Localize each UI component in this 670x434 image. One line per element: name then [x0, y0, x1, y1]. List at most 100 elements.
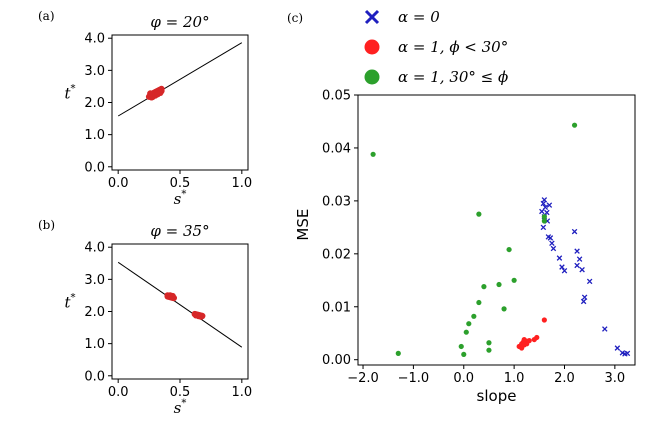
- x-tick-label: 1.0: [231, 385, 252, 400]
- data-point-x: [542, 204, 549, 210]
- data-point-x: [581, 294, 588, 300]
- y-tick-label: 3.0: [84, 273, 105, 288]
- panel-label: (a): [38, 9, 55, 23]
- data-point: [571, 122, 578, 128]
- panel-label: (b): [38, 218, 55, 232]
- panel-label: (c): [287, 11, 303, 25]
- data-point: [370, 151, 376, 157]
- legend-marker: [364, 39, 380, 55]
- plot-frame: [111, 34, 249, 171]
- data-point-x: [544, 209, 550, 216]
- y-tick-label: 0.01: [322, 300, 351, 315]
- y-tick-label: 0.0: [84, 160, 105, 175]
- panel-title: φ = 35°: [150, 222, 209, 240]
- data-point: [519, 345, 525, 351]
- data-point-x: [549, 240, 555, 246]
- y-axis-label: MSE: [294, 209, 312, 241]
- panel-b-plot: 0.0 0.5 1.0 0.0 1.0 2.0 3.0 4.0 φ = 35° s* t* (b): [38, 218, 252, 417]
- x-axis-label: slope: [477, 387, 517, 405]
- data-point: [461, 351, 467, 358]
- data-point: [486, 340, 492, 346]
- data-point-x: [546, 202, 553, 208]
- y-tick-label: 4.0: [84, 32, 105, 47]
- data-point-x: [580, 298, 587, 305]
- data-point: [541, 317, 547, 323]
- data-point-x: [624, 350, 631, 357]
- data-point-x: [576, 256, 583, 262]
- data-point-x: [574, 262, 580, 269]
- data-point: [511, 277, 517, 283]
- x-tick-label: −1.0: [398, 371, 430, 386]
- data-point-x: [556, 255, 563, 261]
- data-point: [476, 211, 482, 217]
- data-point: [471, 313, 477, 319]
- fit-line: [117, 42, 243, 117]
- x-tick-label: 0.0: [108, 176, 129, 191]
- data-point-x: [540, 224, 547, 231]
- data-point: [541, 218, 547, 224]
- x-tick-label: 3.0: [605, 371, 626, 386]
- plot-frame: [111, 243, 249, 380]
- panel-c-plot: −2.0 −1.0 0.0 1.0 2.0 3.0 0.00 0.01 0.02 0.03 0.04…: [287, 8, 636, 405]
- data-point: [541, 214, 547, 220]
- y-tick-label: 0.0: [84, 369, 105, 384]
- x-axis-label: s*: [174, 189, 187, 208]
- data-point-x: [579, 266, 585, 273]
- data-point-x: [540, 200, 547, 207]
- data-point: [496, 281, 502, 288]
- y-tick-label: 0.03: [322, 194, 351, 209]
- y-tick-label: 2.0: [84, 305, 105, 320]
- legend-label: α = 1, 30° ≤ ϕ: [398, 68, 508, 86]
- data-point: [526, 338, 532, 344]
- panel-title: φ = 20°: [150, 13, 209, 31]
- legend-marker: [364, 69, 380, 85]
- fit-line: [117, 261, 243, 348]
- legend-label: α = 0: [398, 8, 440, 26]
- data-point: [458, 343, 464, 350]
- data-point: [481, 284, 487, 290]
- legend-label: α = 1, ϕ < 30°: [398, 38, 508, 56]
- x-tick-label: 2.0: [554, 371, 575, 386]
- data-point-x: [586, 278, 593, 285]
- data-point-x: [574, 248, 580, 254]
- x-tick-label: 0.0: [453, 371, 474, 386]
- data-point: [197, 313, 205, 320]
- data-point-x: [547, 235, 554, 241]
- panel-a-plot: 0.0 0.5 1.0 0.0 1.0 2.0 3.0 4.0 φ = 20° s* t* (a): [38, 9, 252, 208]
- x-tick-label: 0.0: [108, 385, 129, 400]
- y-tick-label: 2.0: [84, 96, 105, 111]
- x-tick-label: 0.5: [170, 385, 191, 400]
- y-tick-label: 0.00: [322, 353, 351, 368]
- x-axis-label: s*: [174, 398, 187, 417]
- y-tick-label: 3.0: [84, 64, 105, 79]
- data-point: [157, 89, 164, 97]
- data-point: [486, 347, 492, 353]
- y-tick-label: 1.0: [84, 128, 105, 143]
- data-point-x: [550, 245, 557, 252]
- plot-frame: [357, 94, 636, 366]
- data-point-x: [571, 228, 578, 235]
- data-point-x: [561, 268, 568, 274]
- data-point: [169, 292, 176, 300]
- y-tick-label: 0.04: [322, 141, 351, 156]
- y-tick-label: 4.0: [84, 241, 105, 256]
- y-tick-label: 0.02: [322, 247, 351, 262]
- data-point: [463, 329, 469, 335]
- data-point: [466, 321, 472, 327]
- data-point-x: [559, 264, 565, 270]
- x-tick-label: 1.0: [504, 371, 525, 386]
- data-point: [501, 306, 507, 312]
- legend-marker-x: [364, 9, 380, 25]
- data-point-x: [539, 208, 545, 215]
- y-tick-label: 1.0: [84, 337, 105, 352]
- data-point: [506, 246, 512, 253]
- data-point: [534, 334, 540, 341]
- y-tick-label: 0.05: [322, 89, 351, 104]
- data-point: [395, 350, 401, 356]
- y-axis-label: t*: [64, 83, 75, 102]
- y-axis-label: t*: [64, 292, 75, 311]
- x-tick-label: 1.0: [231, 176, 252, 191]
- x-tick-label: −2.0: [347, 371, 379, 386]
- x-tick-label: 0.5: [170, 176, 191, 191]
